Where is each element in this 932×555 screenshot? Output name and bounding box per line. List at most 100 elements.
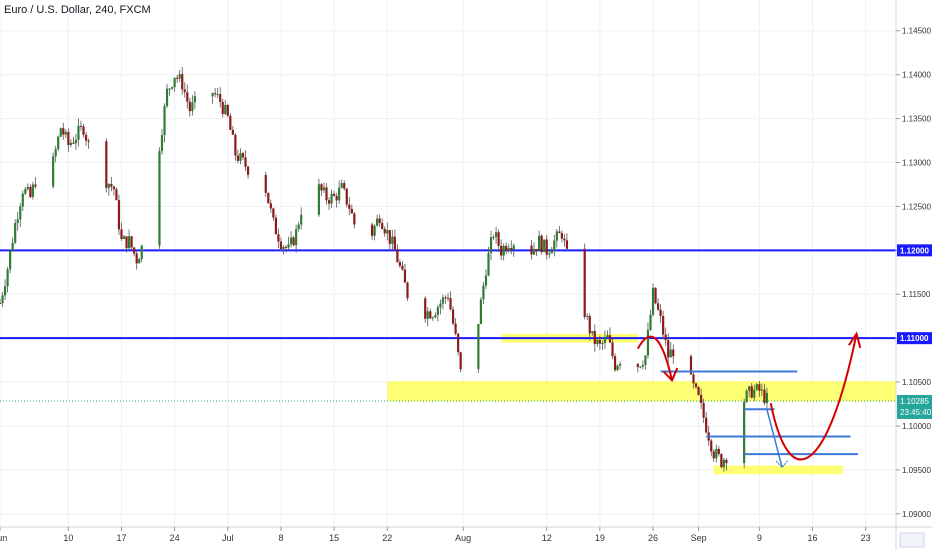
candle-body [530,245,533,255]
price-tick-label: 1.13500 [902,115,931,124]
candle-body [0,303,2,305]
candle-body [277,234,280,242]
candle-body [267,192,270,204]
candle-body [239,153,242,161]
candle-body [507,248,510,251]
candle-body [441,297,445,304]
candle-body [477,324,480,370]
candle-body [236,155,240,161]
level-lines [0,249,896,402]
candle-body [282,246,285,249]
candle-body [641,365,644,367]
candle-body [135,253,138,264]
time-tick-label: 9 [757,533,762,543]
candle-body [14,223,17,243]
candle-body [482,285,485,300]
candle-body [502,245,505,256]
candle-body [505,245,508,251]
candle-body [241,153,245,158]
candle-body [750,386,753,398]
candle-body [224,104,227,114]
candle-body [393,236,396,250]
candle-body [117,200,121,230]
candle-body [345,188,348,205]
blue-projection-line [766,409,783,468]
candle-body [603,337,607,344]
candle-body [598,339,601,344]
candle-body [231,129,234,135]
candle-body [125,236,128,249]
level-price-tag [897,332,932,345]
candle-body [140,245,143,259]
candle-body [596,339,599,345]
time-tick-label: 19 [595,533,605,543]
price-tick-label: 1.14500 [902,27,931,36]
candle-body [338,187,341,201]
candle-body [588,315,591,334]
candle-body [646,329,650,356]
candle-body [492,237,495,239]
candle-body [6,269,9,287]
time-tick-label: 22 [382,533,392,543]
candle-body [226,104,229,116]
candle-body [87,140,90,142]
candle-body [181,74,184,90]
candle-body [439,303,442,308]
candle-body [484,275,488,286]
candle-body [424,298,427,319]
candle-body [26,187,29,190]
candle-body [186,92,189,102]
candle-body [29,187,32,197]
candle-body [77,125,80,140]
candle-body [457,333,460,353]
time-tick-label: Jun [0,533,7,543]
candle-body [616,365,619,371]
candle-body [591,331,594,334]
time-tick-label: Aug [455,533,471,543]
time-tick-label: 15 [329,533,339,543]
candle-body [165,88,169,107]
time-tick-label: Sep [691,533,707,543]
candle-body [79,125,83,127]
current-price-label: 1.10285 [900,397,929,406]
current-price-tag [897,394,932,419]
candle-body [322,187,326,191]
candle-body [426,311,429,319]
candle-body [284,246,288,248]
candle-body [84,134,88,141]
candle-body [636,363,639,368]
candle-body [279,241,283,249]
candles [0,66,769,472]
candle-body [82,126,85,135]
candle-body [325,187,328,201]
candle-body [130,236,133,248]
candle-body [487,253,490,276]
candle-body [19,206,22,220]
price-tick-label: 1.10500 [902,378,931,387]
candle-body [320,184,323,191]
candle-body [532,249,536,255]
time-tick-label: 17 [116,533,126,543]
candle-body [396,249,399,263]
candle-body [745,390,748,402]
candle-body [381,223,384,229]
candle-body [497,232,500,246]
candle-body [406,282,409,299]
candle-body [343,183,346,189]
candle-body [127,236,131,249]
candle-body [694,383,698,388]
candle-body [348,204,351,209]
candle-body [295,229,298,246]
time-tick-label: 12 [542,533,552,543]
candle-body [697,387,700,395]
yellow-zone [713,465,843,475]
candle-body [444,297,447,299]
candle-body [763,389,766,404]
candle-body [725,459,728,464]
candle-body [593,331,596,345]
red-u-arrow-head [848,331,862,349]
candle-body [163,106,166,136]
price-tick-label: 1.11500 [902,290,931,299]
